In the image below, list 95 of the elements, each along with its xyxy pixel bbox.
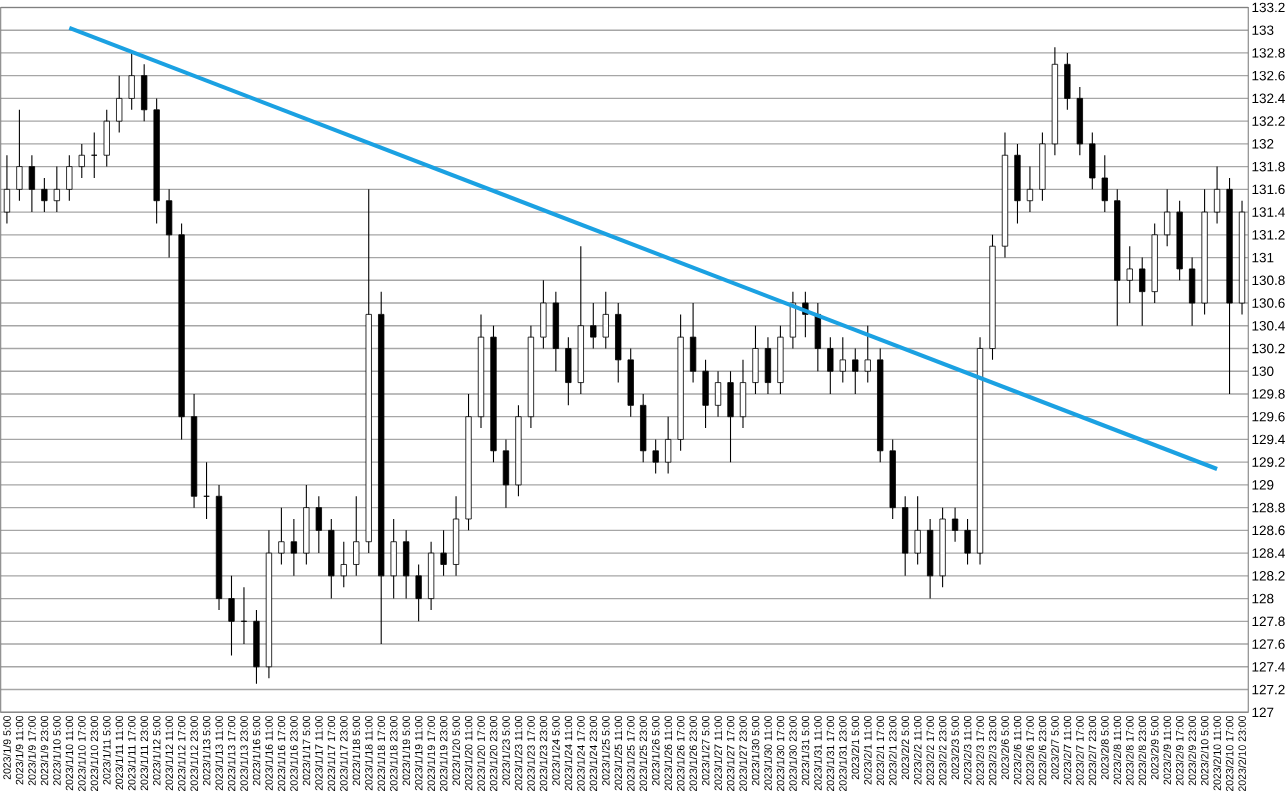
candlestick	[103, 109, 110, 167]
candlestick	[427, 541, 435, 611]
candlestick	[328, 518, 335, 599]
candlestick	[403, 529, 410, 599]
candlestick	[1213, 165, 1221, 224]
candlestick	[914, 495, 921, 565]
candlestick	[1188, 256, 1196, 327]
candlestick	[353, 495, 360, 577]
candlestick	[1026, 165, 1034, 213]
candlestick	[1001, 131, 1009, 258]
candlestick	[540, 279, 547, 349]
candlestick	[739, 359, 747, 429]
candlestick	[278, 506, 285, 565]
candlestick	[1226, 177, 1233, 395]
candlestick	[989, 234, 996, 361]
candlestick	[141, 63, 148, 122]
candlestick	[1051, 46, 1059, 156]
candlestick	[689, 302, 697, 383]
candlestick	[939, 506, 946, 588]
candlestick	[827, 336, 834, 395]
candlestick	[1126, 245, 1133, 304]
candlestick	[490, 325, 497, 463]
candlestick	[552, 290, 560, 372]
candlestick	[976, 336, 984, 565]
candlestick	[602, 290, 609, 349]
candlestick	[877, 347, 884, 463]
candlestick	[365, 188, 372, 554]
candlestick	[303, 484, 310, 565]
candlestick	[1176, 200, 1183, 281]
candlestick	[16, 109, 23, 202]
candlestick	[664, 416, 672, 474]
candlestick	[315, 495, 322, 554]
candlestick	[889, 438, 896, 520]
candlestick	[1201, 188, 1208, 315]
candlestick	[340, 541, 347, 588]
candlestick	[1151, 222, 1158, 304]
candlestick	[515, 404, 522, 497]
candlestick	[902, 495, 909, 577]
candlestick	[165, 188, 173, 258]
candlestick	[677, 313, 684, 452]
candlestick	[864, 325, 871, 383]
candlestick	[1139, 256, 1146, 327]
candlestick	[228, 575, 235, 656]
candlestick	[41, 177, 48, 213]
candlestick	[378, 290, 385, 645]
candlestick	[615, 302, 622, 383]
candlestick	[590, 302, 597, 349]
candlestick	[28, 154, 36, 213]
candlestick	[440, 529, 447, 577]
candlestick	[116, 74, 123, 133]
candlestick	[527, 325, 535, 429]
candlestick	[752, 325, 759, 395]
candlestick	[190, 393, 198, 509]
candlestick	[652, 438, 659, 474]
candlestick	[465, 393, 472, 531]
candlestick	[153, 97, 160, 224]
candlestick	[178, 222, 185, 440]
candlestick	[727, 370, 734, 463]
candlestick	[839, 336, 846, 383]
candlestick	[78, 143, 85, 179]
candlestick	[777, 325, 784, 395]
candlestick	[1114, 188, 1121, 327]
candlestick	[852, 347, 859, 395]
candlestick	[951, 506, 959, 543]
candlestick	[265, 529, 273, 679]
candlestick	[702, 359, 709, 429]
candlestick	[640, 393, 647, 463]
candlestick	[390, 518, 397, 599]
candlestick	[290, 518, 298, 577]
candlestick	[1101, 154, 1108, 213]
candlestick	[1039, 131, 1046, 202]
candlestick	[1076, 86, 1083, 156]
candlestick	[565, 336, 572, 406]
candlestick	[1164, 188, 1171, 247]
candlestick	[53, 165, 60, 213]
candlestick	[128, 52, 135, 111]
candlestick	[1089, 131, 1096, 190]
candlestick	[253, 609, 260, 685]
candlestick	[577, 245, 584, 395]
candlestick	[66, 154, 73, 202]
candlestick	[452, 495, 460, 577]
candlestick	[215, 484, 223, 611]
candlestick	[814, 302, 822, 372]
candlestick	[1064, 52, 1071, 111]
candlestick	[764, 336, 772, 395]
candlestick	[1014, 143, 1021, 224]
candlestick	[964, 518, 971, 565]
candlestick	[3, 154, 11, 224]
candlestick	[1238, 200, 1246, 315]
candlestick	[714, 370, 722, 418]
candlestick	[627, 347, 634, 418]
candlestick	[926, 518, 934, 599]
candlestick	[502, 438, 510, 509]
candlestick	[415, 563, 422, 622]
candlestick	[477, 313, 485, 429]
